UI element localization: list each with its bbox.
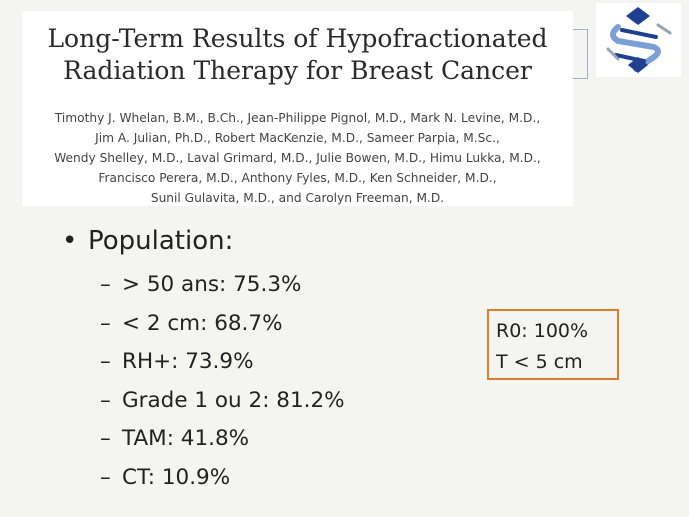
highlight-note-box: R0: 100% T < 5 cm xyxy=(487,309,619,380)
society-logo-icon xyxy=(606,7,672,73)
dash-icon: – xyxy=(100,426,111,451)
note-line: R0: 100% xyxy=(496,320,589,342)
stat-text: RH+: 73.9% xyxy=(122,349,254,374)
dash-icon: – xyxy=(100,387,111,413)
paper-title-card: Long-Term Results of Hypofractionated Ra… xyxy=(22,11,573,206)
author-line: Timothy J. Whelan, B.M., B.Ch., Jean-Phi… xyxy=(54,111,541,125)
dash-icon: – xyxy=(100,349,111,374)
population-stats-list: – > 50 ans: 75.3% – < 2 cm: 68.7% – RH+: 73… xyxy=(100,272,345,503)
list-item: – RH+: 73.9% xyxy=(100,349,345,388)
dash-icon: – xyxy=(100,272,111,297)
decorative-bracket xyxy=(573,29,588,79)
author-line: Sunil Gulavita, M.D., and Carolyn Freema… xyxy=(150,191,445,205)
stat-text: CT: 10.9% xyxy=(122,464,231,490)
dash-icon: – xyxy=(100,464,111,490)
list-item: – CT: 10.9% xyxy=(100,465,345,504)
list-item: – > 50 ans: 75.3% xyxy=(100,272,345,311)
stat-text: Grade 1 ou 2: 81.2% xyxy=(122,387,345,413)
population-heading: • Population: xyxy=(62,226,233,256)
list-item: – TAM: 41.8% xyxy=(100,426,345,465)
bullet-icon: • xyxy=(62,226,78,256)
author-list: Timothy J. Whelan, B.M., B.Ch., Jean-Phi… xyxy=(22,108,573,208)
society-logo xyxy=(596,3,681,77)
author-line: Wendy Shelley, M.D., Laval Grimard, M.D.… xyxy=(54,151,541,165)
stat-text: > 50 ans: 75.3% xyxy=(122,272,302,297)
paper-title-line-1: Long-Term Results of Hypofractionated xyxy=(47,24,548,53)
note-line: T < 5 cm xyxy=(496,351,583,373)
paper-title-line-2: Radiation Therapy for Breast Cancer xyxy=(63,56,532,85)
heading-text: Population: xyxy=(88,226,234,256)
stat-text: < 2 cm: 68.7% xyxy=(122,310,283,336)
author-line: Jim A. Julian, Ph.D., Robert MacKenzie, … xyxy=(95,131,500,145)
stat-text: TAM: 41.8% xyxy=(122,426,250,451)
list-item: – Grade 1 ou 2: 81.2% xyxy=(100,388,345,427)
author-line: Francisco Perera, M.D., Anthony Fyles, M… xyxy=(98,171,497,185)
list-item: – < 2 cm: 68.7% xyxy=(100,311,345,350)
dash-icon: – xyxy=(100,310,111,336)
